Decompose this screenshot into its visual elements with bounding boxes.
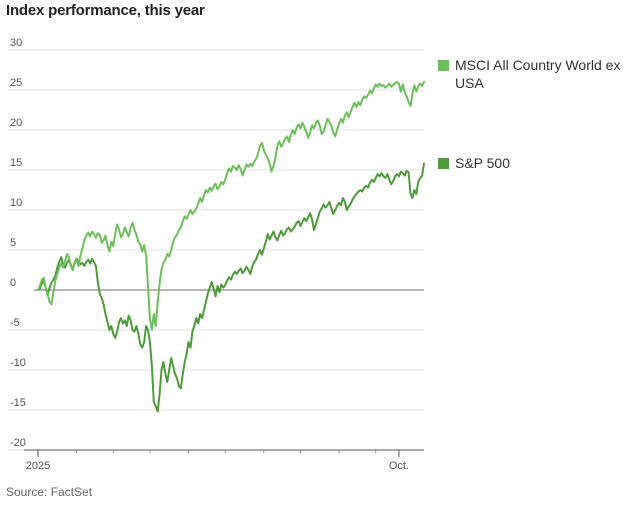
legend-swatch-msci bbox=[438, 60, 449, 71]
legend-label-msci: MSCI All Country World ex USA bbox=[455, 57, 621, 91]
y-tick-label: 0 bbox=[10, 277, 16, 289]
source-note: Source: FactSet bbox=[6, 485, 93, 499]
legend-swatch-sp500 bbox=[438, 158, 449, 169]
gridlines bbox=[8, 49, 424, 451]
x-tick-label: Oct. bbox=[389, 460, 409, 472]
series-line-msci bbox=[37, 81, 425, 331]
y-tick-label: 30 bbox=[10, 37, 22, 49]
y-tick-label: 20 bbox=[10, 117, 22, 129]
x-tick-label: 2025 bbox=[26, 460, 50, 472]
series-lines bbox=[37, 81, 425, 413]
legend-item-sp500: S&P 500 bbox=[438, 154, 624, 172]
series-line-sp500 bbox=[37, 162, 425, 413]
y-tick-label: -10 bbox=[10, 357, 26, 369]
y-tick-label: 10 bbox=[10, 197, 22, 209]
y-tick-label: -15 bbox=[10, 397, 26, 409]
y-axis-ticks: 30 25 20 15 10 5 0 -5 -10 -15 -20 bbox=[10, 37, 26, 449]
x-axis: 2025 Oct. bbox=[24, 449, 424, 472]
y-tick-label: 5 bbox=[10, 237, 16, 249]
y-tick-label: -20 bbox=[10, 437, 26, 449]
y-tick-label: 25 bbox=[10, 77, 22, 89]
legend-label-sp500: S&P 500 bbox=[455, 155, 511, 171]
chart-title: Index performance, this year bbox=[6, 2, 205, 19]
legend-item-msci: MSCI All Country World ex USA bbox=[438, 56, 624, 92]
y-tick-label: 15 bbox=[10, 157, 22, 169]
y-tick-label: -5 bbox=[10, 317, 20, 329]
